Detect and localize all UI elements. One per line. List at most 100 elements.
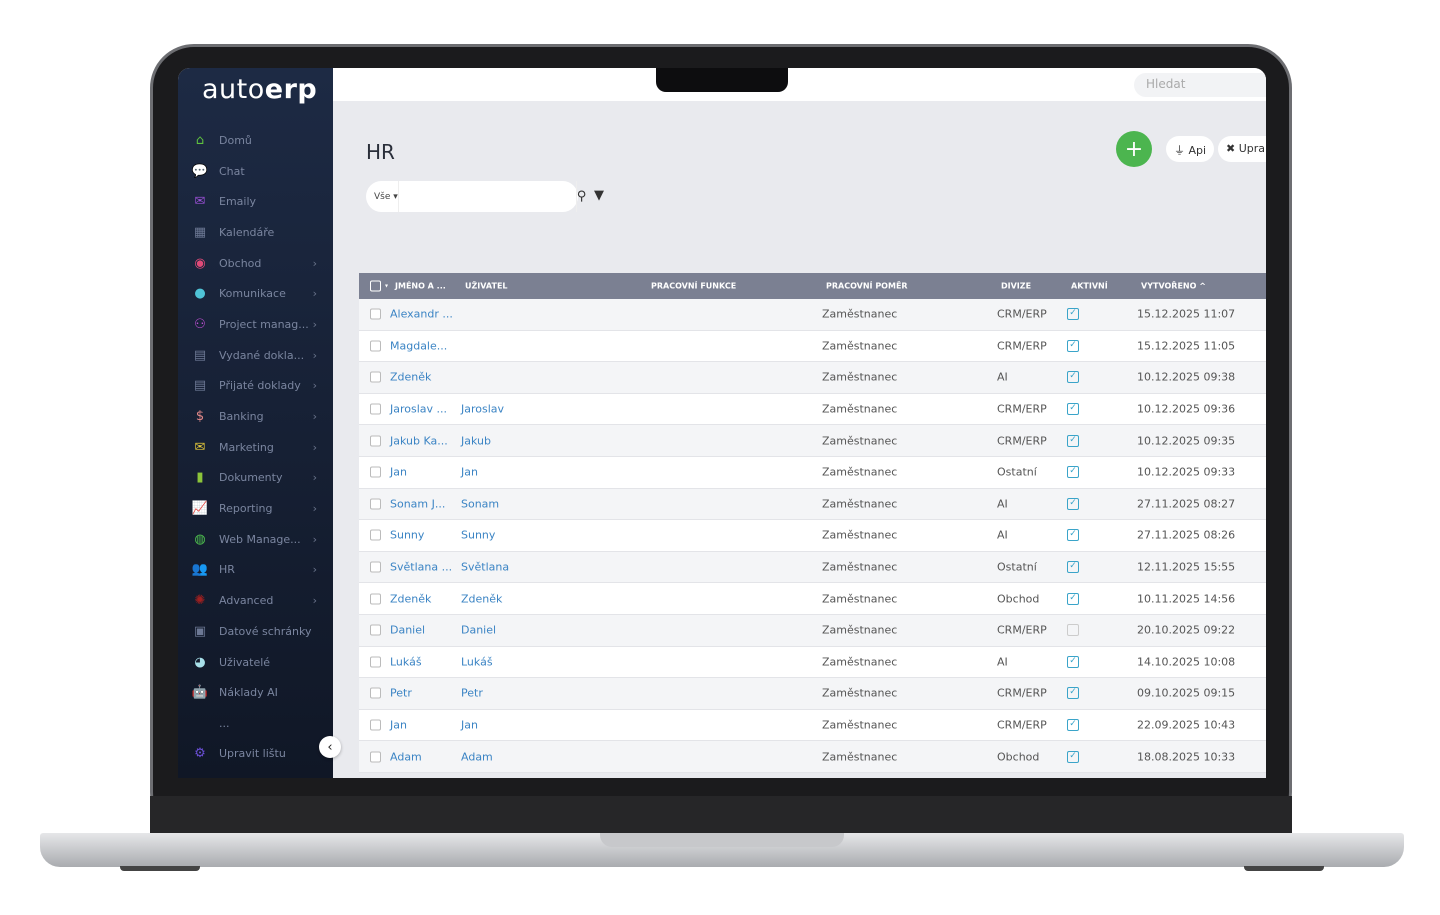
sidebar-item-13[interactable]: ◍ Web Manage... › [178,524,333,555]
employee-name-link[interactable]: Sunny [390,528,425,542]
employee-name-link[interactable]: Adam [390,750,422,764]
filter-icon[interactable]: ▼ [594,188,604,203]
employee-name-link[interactable]: Jakub Ka... [390,434,448,448]
column-header-employment[interactable]: PRACOVNÍ POMĚR [826,281,908,291]
sidebar-item-18[interactable]: 🤖 Náklady AI [178,677,333,708]
column-header-created[interactable]: VYTVOŘENO ^ [1141,281,1206,291]
row-checkbox[interactable] [370,593,381,605]
column-header-name[interactable]: JMÉNO A ... [395,281,446,291]
table-row[interactable]: Lukáš Lukáš Zaměstnanec AI ✓ 14.10.2025 … [359,646,1266,679]
employee-name-link[interactable]: Lukáš [390,655,422,669]
global-search-input[interactable]: Hledat [1134,73,1266,97]
sidebar-item-10[interactable]: ✉ Marketing › [178,432,333,463]
table-row[interactable]: Sonam J... Sonam Zaměstnanec AI ✓ 27.11.… [359,488,1266,521]
api-button[interactable]: ⏚ Api [1166,136,1215,162]
table-row[interactable]: Alexandr ... Zaměstnanec CRM/ERP ✓ 15.12… [359,299,1266,331]
table-row[interactable]: Jan Jan Zaměstnanec Ostatní ✓ 10.12.2025… [359,456,1266,489]
employee-name-link[interactable]: Jaroslav ... [390,402,448,416]
table-row[interactable]: Jakub Ka... Jakub Zaměstnanec CRM/ERP ✓ … [359,425,1266,457]
employee-name-link[interactable]: Jan [390,465,407,479]
employee-name-link[interactable]: Zdeněk [390,592,432,606]
user-link[interactable]: Jaroslav [461,402,505,416]
table-row[interactable]: Daniel Daniel Zaměstnanec CRM/ERP ✓ 20.1… [359,614,1266,647]
sidebar-item-1[interactable]: 💬 Chat [178,156,333,187]
home-icon: ⌂ [195,132,205,148]
sidebar-item-8[interactable]: ▤ Přijaté doklady › [178,371,333,402]
sidebar-item-0[interactable]: ⌂ Domů [178,125,333,156]
sidebar-item-19[interactable]: ... [178,708,333,738]
sidebar-item-4[interactable]: ◉ Obchod › [178,248,333,279]
sidebar-item-9[interactable]: $ Banking › [178,401,333,432]
row-checkbox[interactable] [370,751,381,763]
employee-name-link[interactable]: Alexandr ... [390,307,453,321]
table-row[interactable]: Jaroslav ... Jaroslav Zaměstnanec CRM/ER… [359,393,1266,426]
user-link[interactable]: Jan [461,465,478,479]
sidebar-item-16[interactable]: ▣ Datové schránky [178,616,333,647]
sidebar-item-5[interactable]: ● Komunikace › [178,278,333,309]
employee-name-link[interactable]: Zdeněk [390,370,432,384]
edit-button[interactable]: ✖ Upra [1218,136,1266,162]
sidebar-item-20[interactable]: ⚙ Upravit lištu [178,738,333,769]
sidebar-item-12[interactable]: 📈 Reporting › [178,493,333,524]
search-icon[interactable]: ⚲ [576,189,587,204]
row-checkbox[interactable] [370,624,381,636]
select-all-checkbox[interactable] [370,280,381,292]
table-row[interactable]: Petr Petr Zaměstnanec CRM/ERP ✓ 09.10.20… [359,678,1266,710]
created-date: 10.12.2025 09:36 [1137,402,1236,416]
collapse-sidebar-button[interactable]: ‹ [319,736,341,758]
filter-scope-select[interactable]: Vše ▾ [366,181,399,212]
row-checkbox[interactable] [370,498,381,510]
table-row[interactable]: Jan Jan Zaměstnanec CRM/ERP ✓ 22.09.2025… [359,709,1266,742]
row-checkbox[interactable] [370,435,381,447]
select-dropdown-icon[interactable]: ▾ [385,282,389,290]
employee-name-link[interactable]: Sonam J... [390,497,446,511]
employment-type: Zaměstnanec [822,307,898,321]
table-row[interactable]: Zdeněk Zdeněk Zaměstnanec Obchod ✓ 10.11… [359,583,1266,615]
row-checkbox[interactable] [370,529,381,541]
user-link[interactable]: Světlana [461,560,510,574]
user-link[interactable]: Jan [461,718,478,732]
row-checkbox[interactable] [370,308,381,320]
row-checkbox[interactable] [370,340,381,352]
row-checkbox[interactable] [370,656,381,668]
sidebar-item-14[interactable]: 👥 HR › [178,555,333,586]
add-button[interactable]: + [1116,131,1152,167]
user-link[interactable]: Jakub [461,434,491,448]
sidebar-item-7[interactable]: ▤ Vydané dokla... › [178,340,333,371]
employee-name-link[interactable]: Magdale... [390,339,448,353]
row-checkbox[interactable] [370,371,381,383]
user-link[interactable]: Daniel [461,623,497,637]
sidebar-item-6[interactable]: ⚇ Project manag... › [178,309,333,340]
search-input[interactable] [398,181,577,212]
sidebar-item-11[interactable]: ▮ Dokumenty › [178,463,333,494]
employee-name-link[interactable]: Jan [390,718,407,732]
employee-name-link[interactable]: Světlana ... [390,560,453,574]
row-checkbox[interactable] [370,561,381,573]
user-link[interactable]: Zdeněk [461,592,503,606]
table-row[interactable]: Světlana ... Světlana Zaměstnanec Ostatn… [359,551,1266,584]
sidebar-item-2[interactable]: ✉ Emaily [178,186,333,217]
user-link[interactable]: Sunny [461,528,496,542]
column-header-active[interactable]: AKTIVNÍ [1071,281,1108,291]
table-row[interactable]: Sunny Sunny Zaměstnanec AI ✓ 27.11.2025 … [359,520,1266,552]
row-checkbox[interactable] [370,403,381,415]
table-row[interactable]: Magdale... Zaměstnanec CRM/ERP ✓ 15.12.2… [359,330,1266,363]
sidebar-item-15[interactable]: ✺ Advanced › [178,585,333,616]
employee-name-link[interactable]: Petr [390,686,412,700]
sidebar-item-17[interactable]: ◕ Uživatelé [178,647,333,678]
user-link[interactable]: Adam [461,750,493,764]
table-row[interactable]: Adam Adam Zaměstnanec Obchod ✓ 18.08.202… [359,741,1266,773]
row-checkbox[interactable] [370,687,381,699]
column-header-user[interactable]: UŽIVATEL [465,281,508,291]
row-checkbox[interactable] [370,719,381,731]
sidebar-item-3[interactable]: ▦ Kalendáře [178,217,333,248]
column-header-function[interactable]: PRACOVNÍ FUNKCE [651,281,737,291]
column-header-division[interactable]: DIVIZE [1001,281,1032,291]
user-link[interactable]: Lukáš [461,655,493,669]
employee-name-link[interactable]: Daniel [390,623,426,637]
user-link[interactable]: Petr [461,686,483,700]
logo[interactable]: autoerp [202,74,317,105]
user-link[interactable]: Sonam [461,497,500,511]
row-checkbox[interactable] [370,466,381,478]
table-row[interactable]: Zdeněk Zaměstnanec AI ✓ 10.12.2025 09:38 [359,362,1266,394]
